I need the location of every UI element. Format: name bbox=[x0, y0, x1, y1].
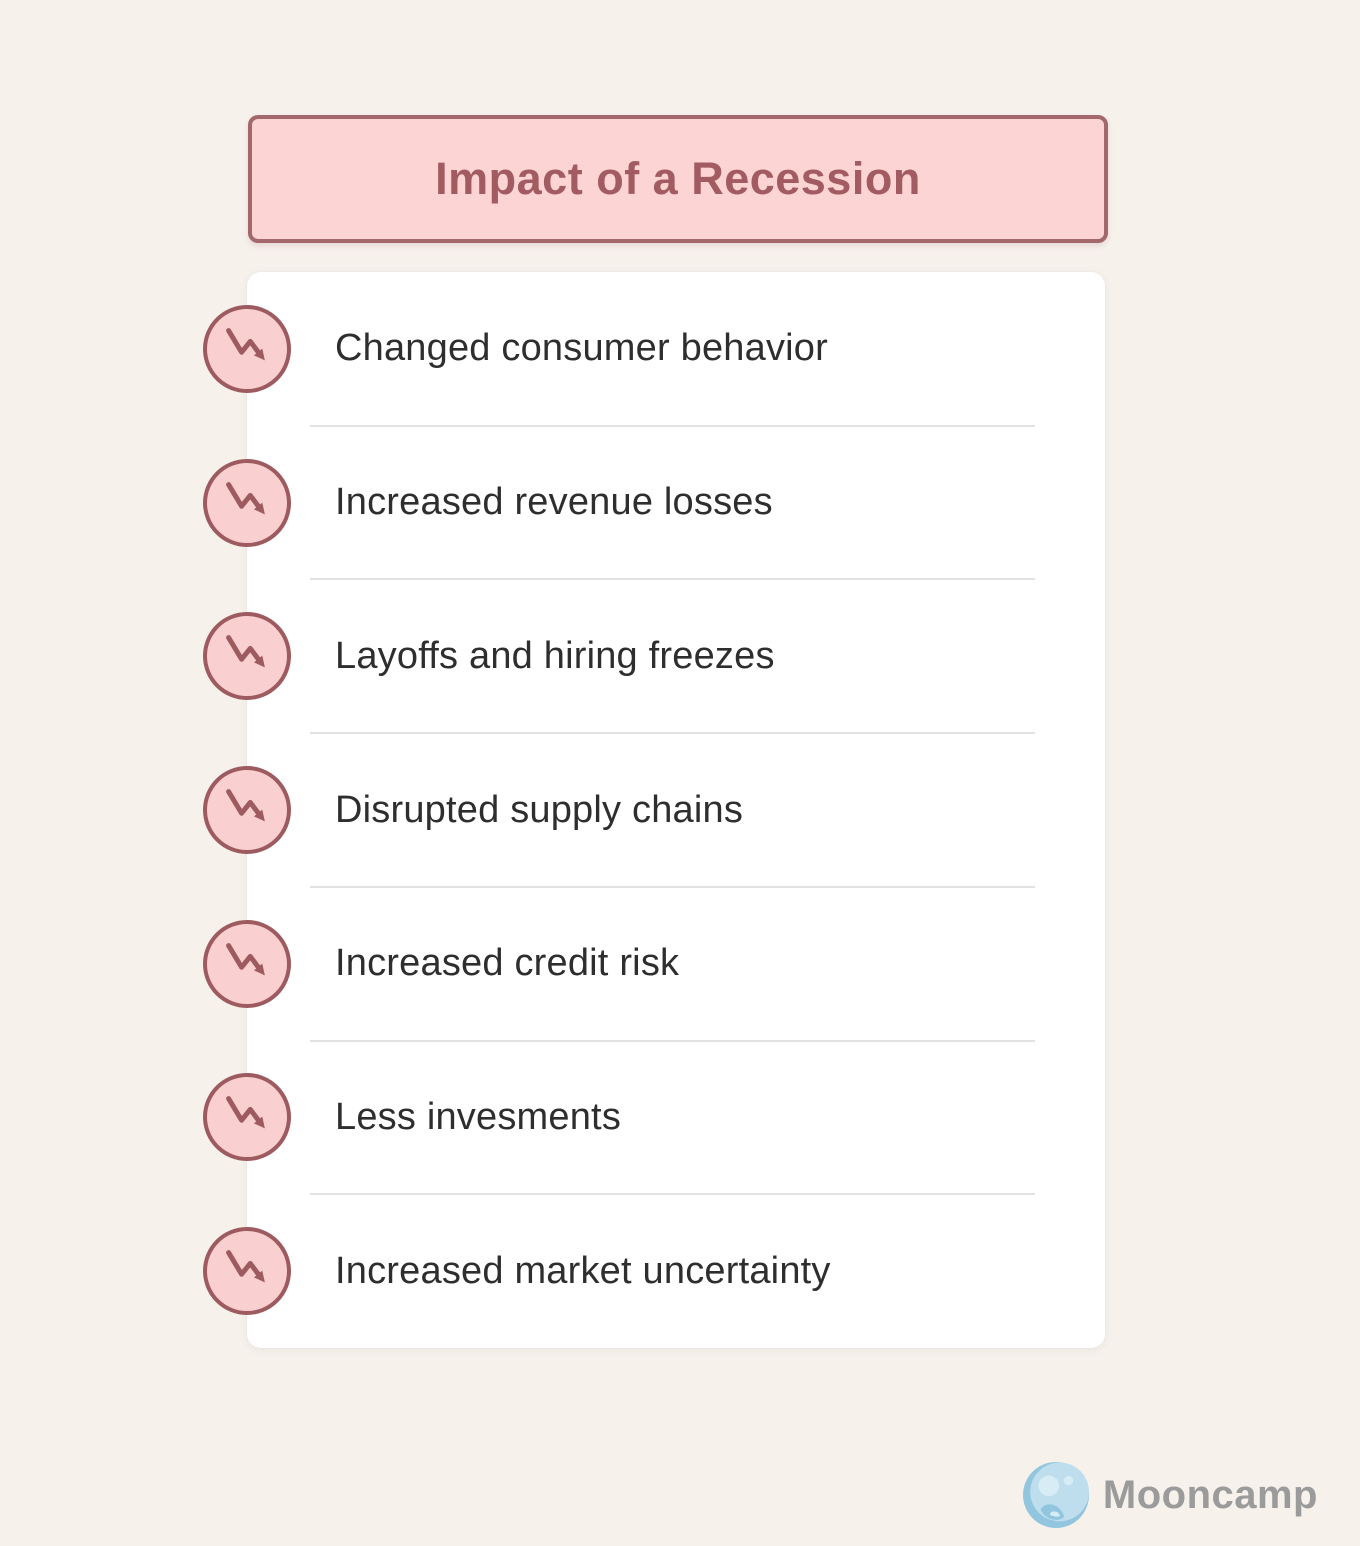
divider bbox=[310, 1039, 1035, 1042]
divider bbox=[310, 578, 1035, 581]
trend-down-icon bbox=[203, 612, 291, 701]
list-item-label: Increased credit risk bbox=[335, 942, 680, 985]
divider bbox=[310, 424, 1035, 427]
list-item: Layoffs and hiring freezes bbox=[203, 579, 1105, 735]
title-banner: Impact of a Recession bbox=[248, 115, 1108, 243]
list-item-label: Increased market uncertainty bbox=[335, 1249, 831, 1292]
list-item-label: Layoffs and hiring freezes bbox=[335, 634, 775, 677]
divider bbox=[310, 1193, 1035, 1196]
list-item: Increased credit risk bbox=[203, 887, 1105, 1042]
page-title: Impact of a Recession bbox=[435, 153, 921, 204]
list-item-label: Less invesments bbox=[335, 1095, 622, 1138]
trend-down-icon bbox=[203, 1073, 291, 1162]
list-item: Increased revenue losses bbox=[203, 426, 1105, 581]
trend-down-icon bbox=[203, 766, 291, 855]
trend-down-icon bbox=[203, 304, 291, 393]
list-item: Increased market uncertainty bbox=[203, 1194, 1105, 1348]
list-item-label: Disrupted supply chains bbox=[335, 788, 744, 831]
moon-icon bbox=[1022, 1462, 1089, 1528]
divider bbox=[310, 732, 1035, 735]
list-item: Less invesments bbox=[203, 1041, 1105, 1196]
impact-list-card: Changed consumer behavior Increased reve… bbox=[203, 272, 1105, 1348]
divider bbox=[310, 885, 1035, 888]
list-item: Changed consumer behavior bbox=[203, 272, 1105, 427]
list-item-label: Changed consumer behavior bbox=[335, 327, 828, 370]
brand-name: Mooncamp bbox=[1102, 1472, 1318, 1517]
trend-down-icon bbox=[203, 458, 291, 547]
list-item: Disrupted supply chains bbox=[203, 733, 1105, 888]
trend-down-icon bbox=[203, 1227, 291, 1316]
list-item-label: Increased revenue losses bbox=[335, 481, 773, 524]
mooncamp-logo: Mooncamp bbox=[1022, 1461, 1318, 1529]
trend-down-icon bbox=[203, 919, 291, 1008]
